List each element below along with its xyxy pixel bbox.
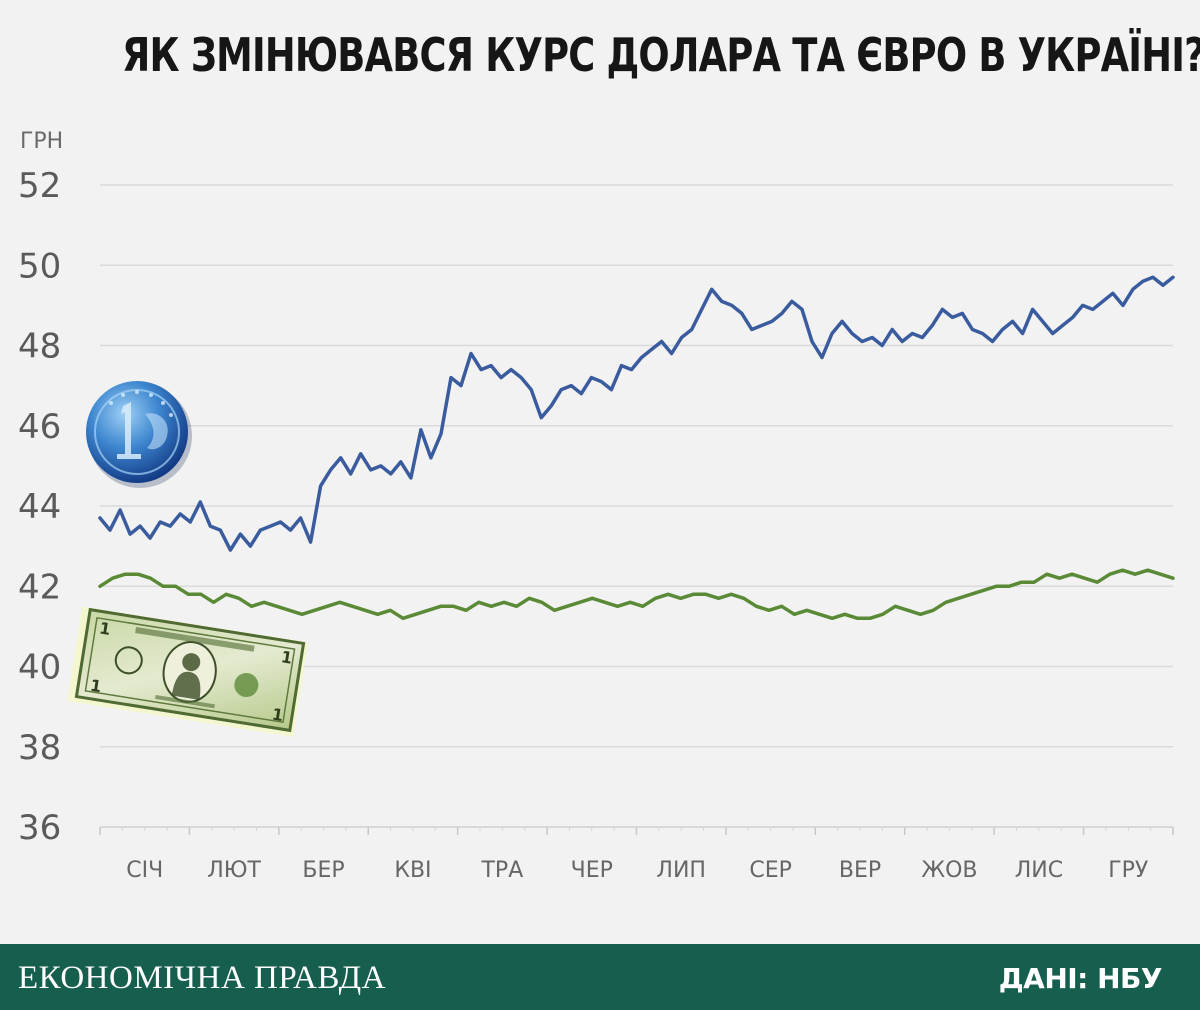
y-tick-label: 38: [18, 728, 61, 768]
y-tick-label: 46: [18, 407, 61, 447]
dollar-banknote-icon: 1 1 1 1: [67, 606, 309, 737]
y-tick-label: 36: [18, 808, 61, 848]
x-tick-label: СІЧ: [126, 858, 163, 883]
series-line-usd: [98, 568, 1175, 621]
brand-logo: ЕКОНОМІЧНА ПРАВДА: [18, 960, 386, 996]
x-tick-label: СЕР: [749, 858, 792, 883]
x-tick-label: ЛИС: [1015, 858, 1063, 883]
chart: ГРН 36 38 40 42 44 46 48 50 52 СІЧ ЛЮТ БЕР КВІ ТРА ЧЕР Л…: [18, 129, 1175, 883]
x-tick-label: ЖОВ: [921, 858, 977, 883]
y-tick-label: 50: [18, 246, 61, 286]
y-axis-unit: ГРН: [20, 129, 63, 154]
svg-text:1: 1: [271, 705, 285, 726]
x-tick-label: ЛЮТ: [207, 858, 261, 883]
x-tick-label: ЛИП: [656, 858, 706, 883]
svg-text:1: 1: [89, 676, 103, 697]
svg-text:1: 1: [98, 618, 112, 639]
series-line-eur: [98, 275, 1175, 552]
y-tick-label: 52: [18, 166, 61, 206]
x-tick-label: ТРА: [480, 858, 523, 883]
x-tick-label: БЕР: [302, 858, 344, 883]
x-tick-label: ВЕР: [839, 858, 881, 883]
svg-text:1: 1: [280, 647, 294, 668]
x-tick-label: ГРУ: [1108, 858, 1149, 883]
data-source: ДАНІ: НБУ: [998, 962, 1163, 995]
y-tick-label: 40: [18, 648, 61, 688]
y-tick-label: 42: [18, 567, 61, 607]
footer: ЕКОНОМІЧНА ПРАВДА ДАНІ: НБУ: [0, 944, 1200, 1010]
page-title: ЯК ЗМІНЮВАВСЯ КУРС ДОЛАРА ТА ЄВРО В УКРА…: [122, 28, 1200, 82]
y-tick-label: 48: [18, 327, 61, 367]
euro-coin-icon: [86, 381, 192, 488]
x-tick-label: КВІ: [394, 858, 431, 883]
y-tick-label: 44: [18, 487, 61, 527]
x-tick-label: ЧЕР: [571, 858, 613, 883]
